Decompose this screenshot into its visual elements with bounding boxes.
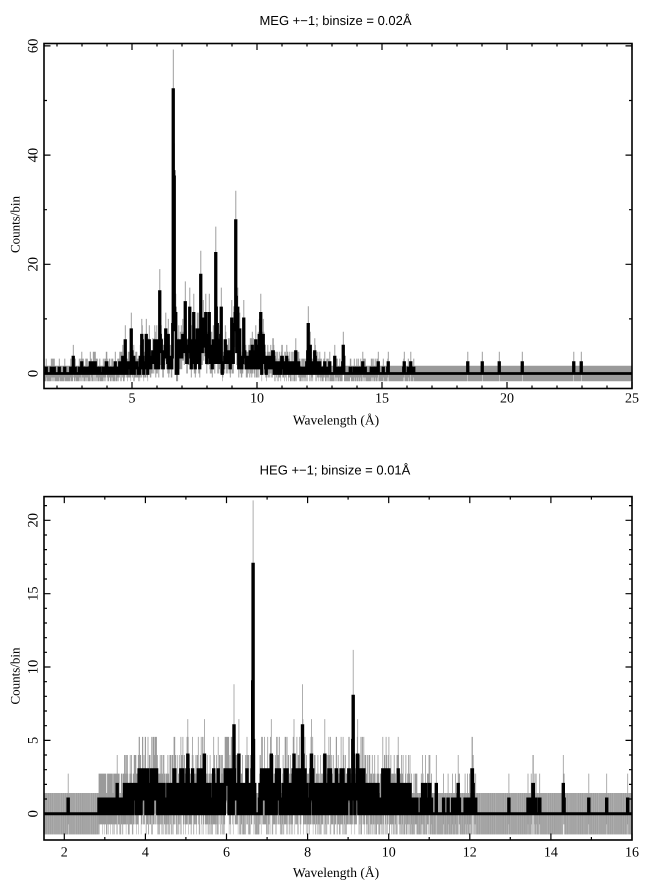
svg-text:10: 10 xyxy=(250,392,264,407)
svg-text:2: 2 xyxy=(61,846,68,861)
svg-text:Counts/bin: Counts/bin xyxy=(8,195,23,253)
svg-text:14: 14 xyxy=(544,846,558,861)
svg-text:Wavelength (Å): Wavelength (Å) xyxy=(293,865,379,880)
svg-text:6: 6 xyxy=(223,846,230,861)
svg-text:5: 5 xyxy=(129,392,136,407)
svg-text:10: 10 xyxy=(26,660,42,675)
svg-text:Wavelength (Å): Wavelength (Å) xyxy=(293,413,379,428)
svg-text:4: 4 xyxy=(142,846,149,861)
svg-text:12: 12 xyxy=(463,846,477,861)
svg-text:40: 40 xyxy=(26,148,42,163)
svg-text:15: 15 xyxy=(26,586,42,601)
svg-text:8: 8 xyxy=(304,846,311,861)
svg-text:HEG +−1; binsize = 0.01Å: HEG +−1; binsize = 0.01Å xyxy=(260,463,411,478)
svg-text:25: 25 xyxy=(625,392,639,407)
svg-text:Counts/bin: Counts/bin xyxy=(8,647,23,705)
svg-text:MEG +−1; binsize = 0.02Å: MEG +−1; binsize = 0.02Å xyxy=(259,13,411,28)
svg-text:10: 10 xyxy=(382,846,396,861)
svg-text:20: 20 xyxy=(26,257,42,272)
svg-text:5: 5 xyxy=(26,737,42,744)
svg-text:20: 20 xyxy=(26,513,42,528)
svg-text:16: 16 xyxy=(625,846,639,861)
svg-text:15: 15 xyxy=(375,392,389,407)
svg-text:20: 20 xyxy=(500,392,514,407)
svg-text:0: 0 xyxy=(26,810,42,817)
svg-text:60: 60 xyxy=(26,39,42,54)
svg-text:0: 0 xyxy=(26,370,42,377)
